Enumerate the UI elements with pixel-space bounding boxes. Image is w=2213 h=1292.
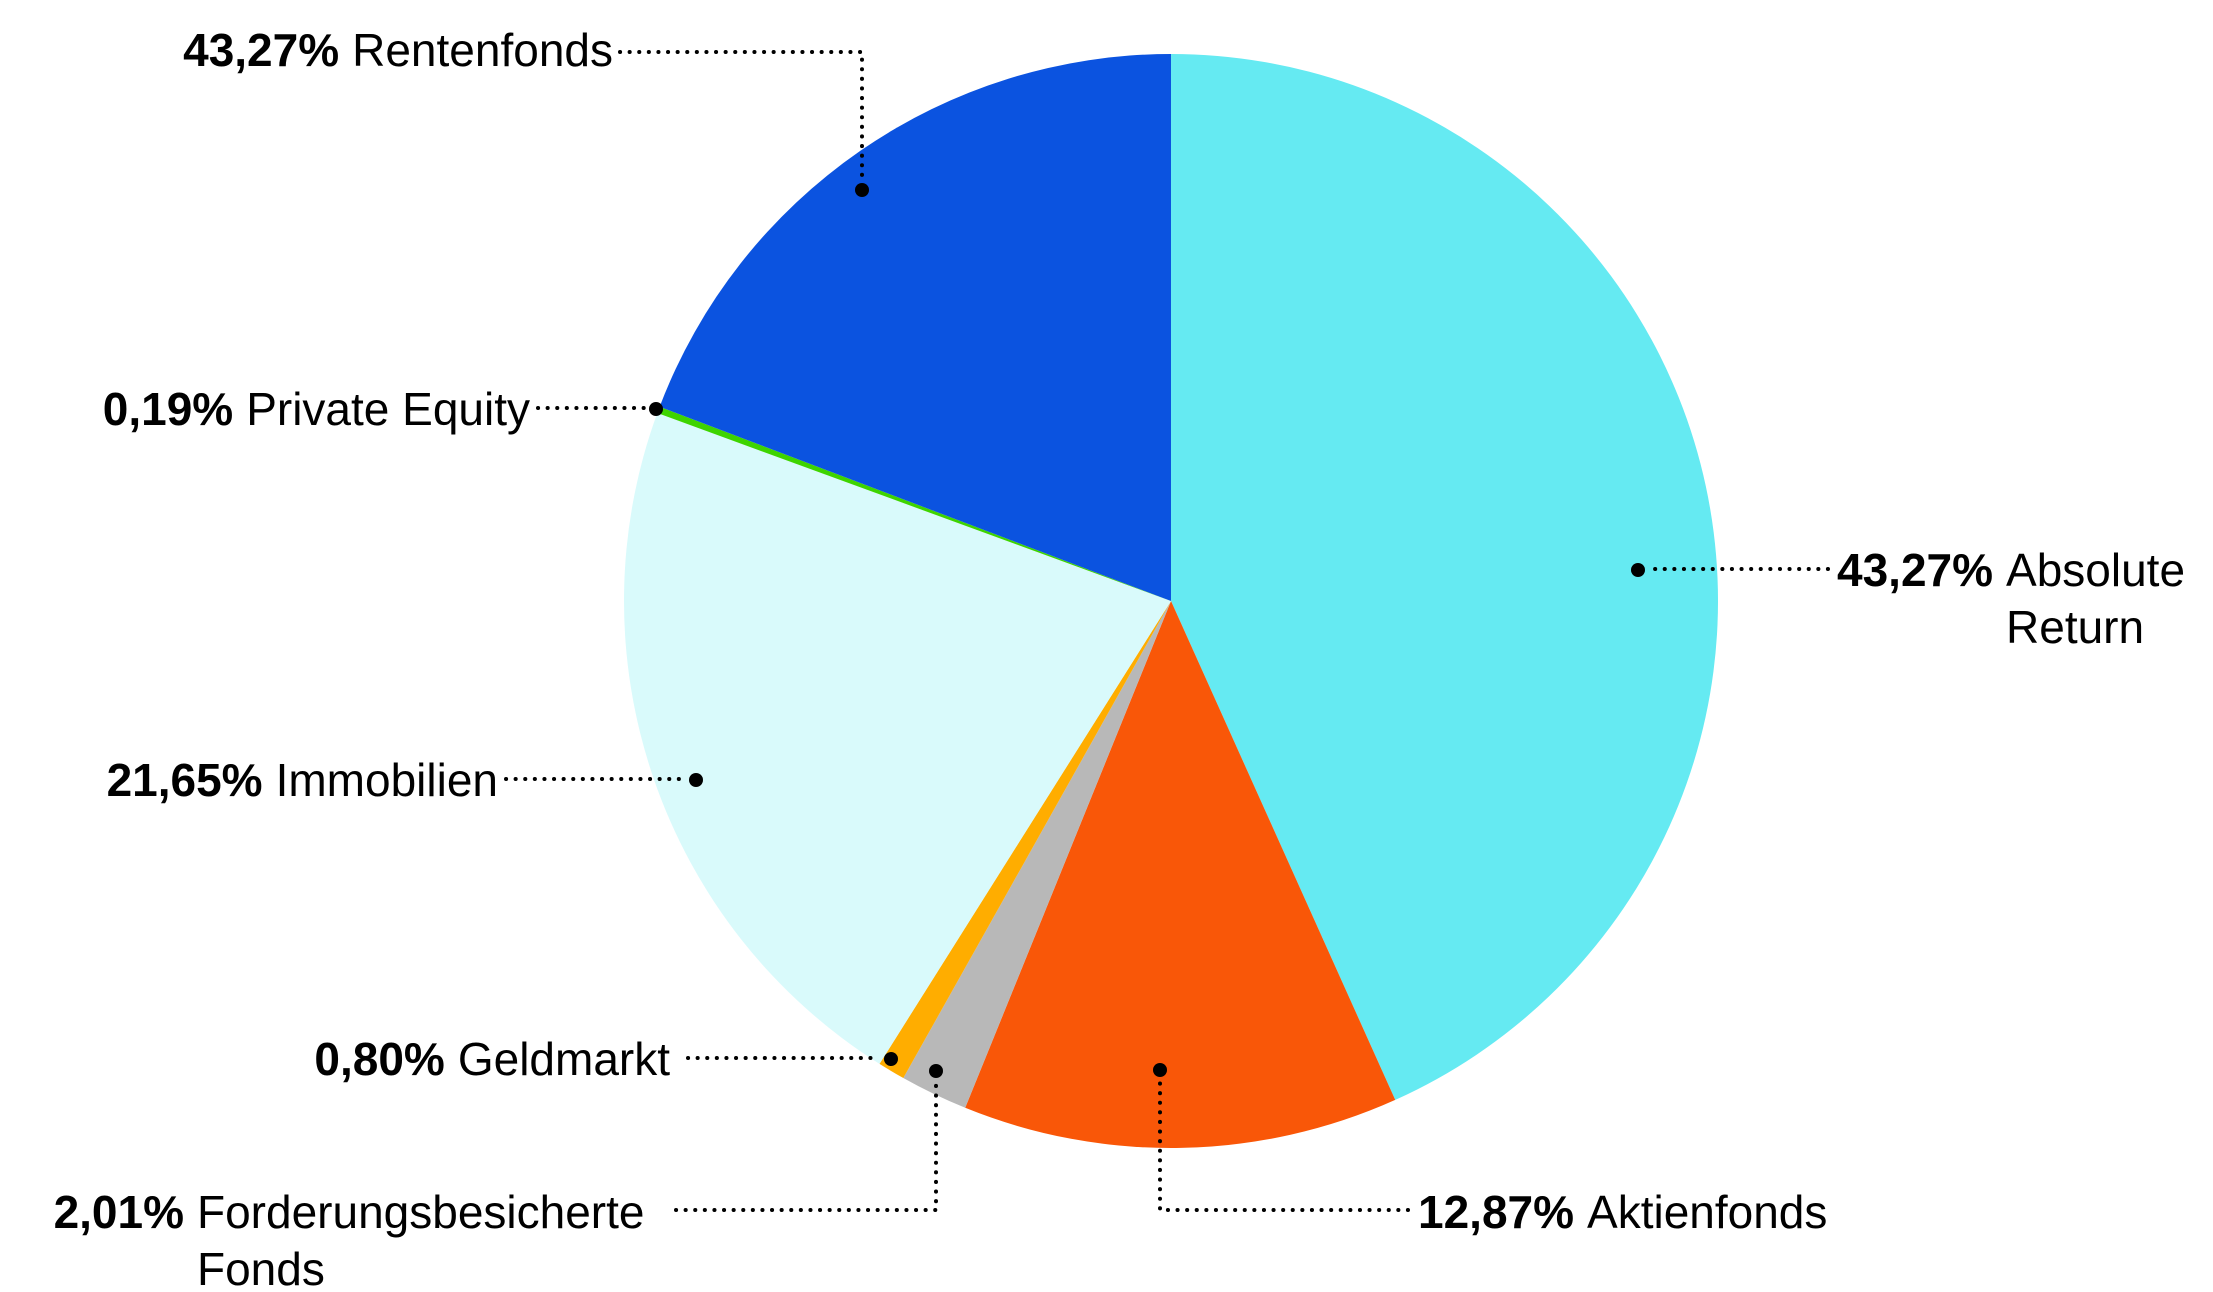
leader-line-aktienfonds [1158,1081,1410,1212]
label-forderungsbesicherte-fonds-name: Forderungsbesicherte Fonds [197,1186,645,1292]
anchor-dot-forderungsbesicherte [929,1064,943,1078]
label-immobilien-percent: 21,65% [106,754,263,806]
pie-slice-immobilien [624,413,1171,1064]
label-rentenfonds-percent: 43,27% [183,24,340,76]
label-forderungsbesicherte-fonds: 2,01% Forderungsbesicherte Fonds [54,1184,667,1292]
anchor-dot-private-equity [649,402,663,416]
anchor-dot-rentenfonds [855,183,869,197]
label-private-equity-percent: 0,19% [102,383,234,435]
pie-slice-aktienfonds [965,601,1396,1148]
pie-slice-private-equity [657,406,1171,601]
anchor-dot-absolute-return [1631,563,1645,577]
label-rentenfonds-name: Rentenfonds [352,24,613,76]
label-immobilien-name: Immobilien [275,754,498,806]
pie-slice-rentenfonds [659,54,1171,601]
label-private-equity-name: Private Equity [246,383,530,435]
pie-slice-absolute-return [1171,54,1719,1100]
label-immobilien: 21,65% Immobilien [107,752,498,809]
label-geldmarkt: 0,80% Geldmarkt [314,1031,670,1088]
label-geldmarkt-name: Geldmarkt [457,1033,670,1085]
leader-line-forderungsbesicherte [674,1082,938,1212]
label-absolute-return-name: Absolute Return [2006,544,2186,653]
label-aktienfonds: 12,87% Aktienfonds [1418,1184,1827,1241]
label-geldmarkt-percent: 0,80% [314,1033,445,1085]
label-absolute-return-percent: 43,27% [1837,544,1994,596]
anchor-dot-aktienfonds [1153,1063,1167,1077]
label-rentenfonds: 43,27% Rentenfonds [183,22,613,79]
pie-slices-group [624,54,1719,1148]
anchor-dot-geldmarkt [884,1052,898,1066]
pie-slice-forderungsbesicherte-fonds [903,601,1171,1108]
label-aktienfonds-name: Aktienfonds [1587,1186,1828,1238]
label-aktienfonds-percent: 12,87% [1418,1186,1575,1238]
label-private-equity: 0,19% Private Equity [103,381,530,438]
pie-slice-geldmarkt [879,601,1171,1079]
leader-line-rentenfonds [618,50,864,180]
label-forderungsbesicherte-fonds-percent: 2,01% [53,1186,184,1238]
label-absolute-return: 43,27% Absolute Return [1837,542,2213,656]
anchor-dot-immobilien [689,773,703,787]
